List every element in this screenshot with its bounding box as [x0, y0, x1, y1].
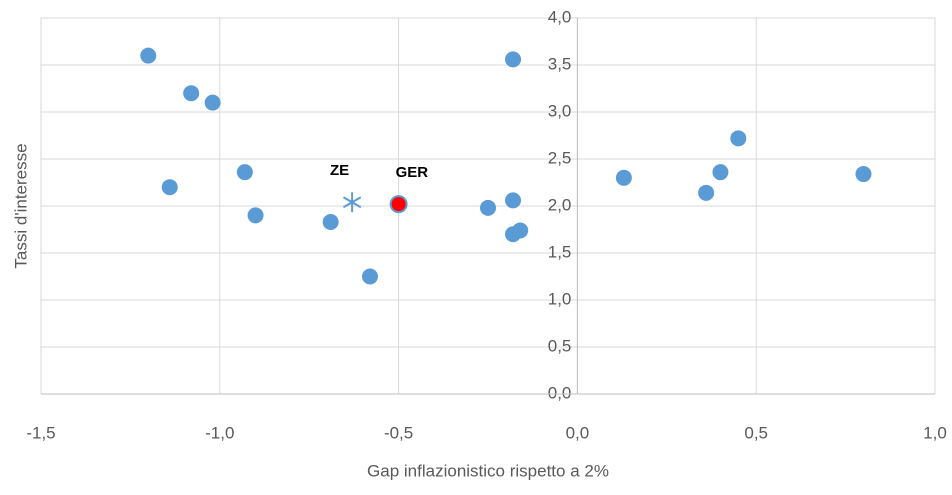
y-tick-label: 4,0: [548, 7, 572, 26]
point: [505, 51, 522, 68]
point-label: ZE: [330, 162, 349, 179]
y-tick-label: 3,0: [548, 101, 572, 120]
point: [855, 166, 872, 183]
x-tick-label: -0,5: [384, 423, 413, 442]
point: [204, 94, 221, 111]
y-tick-label: 2,0: [548, 195, 572, 214]
y-axis-label: Tassi d'interesse: [11, 143, 30, 268]
point: [512, 222, 529, 239]
y-tick-label: 1,5: [548, 242, 572, 261]
point: [322, 213, 339, 230]
point: [183, 85, 200, 102]
point: [247, 207, 264, 224]
point: [140, 47, 157, 64]
point: [236, 164, 253, 181]
x-axis-label: Gap inflazionistico rispetto a 2%: [367, 461, 609, 480]
point: [361, 268, 378, 285]
x-tick-label: 0,0: [566, 423, 590, 442]
y-tick-label: 3,5: [548, 54, 572, 73]
point: [480, 199, 496, 216]
x-tick-label: 0,5: [744, 423, 768, 442]
point: [730, 130, 747, 147]
point: [161, 179, 178, 196]
point: [505, 192, 522, 209]
point: [615, 169, 632, 186]
point-label: GER: [396, 164, 429, 181]
point: [389, 195, 408, 214]
y-tick-label: 2,5: [548, 148, 572, 167]
y-tick-label: 0,5: [548, 336, 572, 355]
x-tick-label: -1,0: [205, 423, 234, 442]
y-tick-label: 0,0: [548, 383, 572, 402]
point: [698, 184, 715, 201]
point: [342, 192, 362, 213]
x-tick-label: 1,0: [923, 423, 947, 442]
point: [712, 164, 729, 181]
x-tick-label: -1,5: [26, 423, 55, 442]
y-tick-label: 1,0: [548, 289, 572, 308]
